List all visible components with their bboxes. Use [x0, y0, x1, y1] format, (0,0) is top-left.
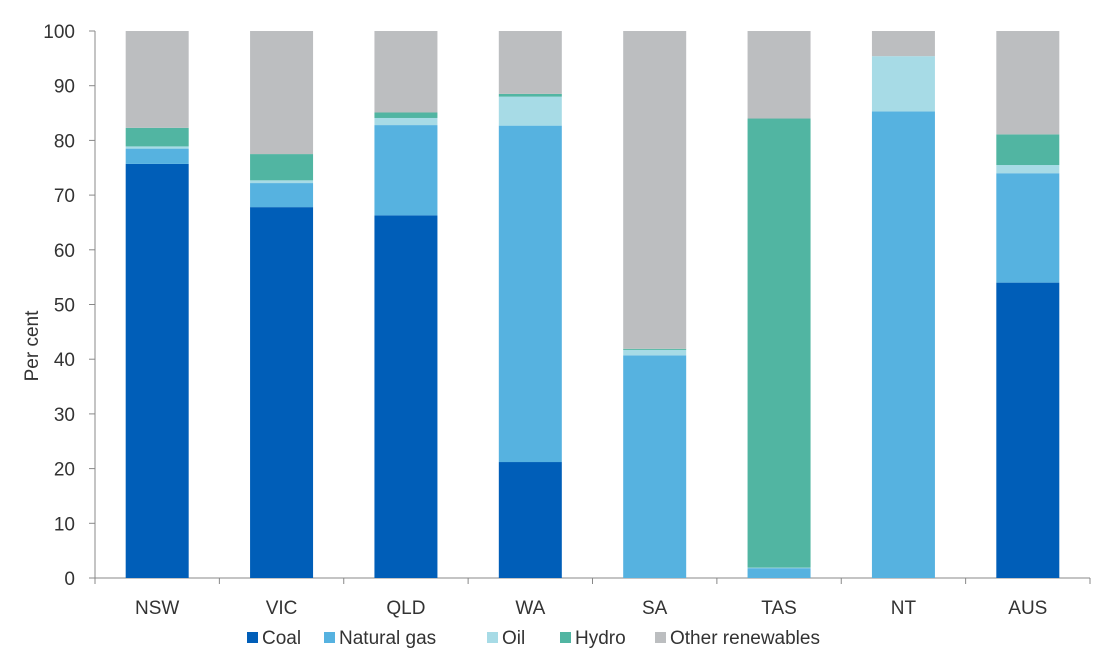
bar-segment-oil-qld: [374, 117, 438, 126]
legend-swatch-coal: [247, 632, 258, 643]
y-tick-label: 70: [54, 186, 75, 207]
bar-segment-natural-gas-tas: [747, 568, 811, 578]
bar-segment-natural-gas-aus: [996, 173, 1060, 283]
y-axis: 0 10 20 30 40 50 60 70 80 90 100: [43, 22, 96, 590]
legend-swatch-oil: [487, 632, 498, 643]
bar-segment-hydro-qld: [374, 112, 438, 118]
x-axis: NSW VIC QLD WA SA TAS NT AUS: [94, 577, 1091, 619]
x-tick-label: NT: [891, 598, 917, 619]
x-tick-label: NSW: [135, 598, 179, 619]
bar-segment-hydro-tas: [747, 118, 811, 568]
y-tick-label: 80: [54, 131, 75, 152]
legend-label: Oil: [502, 628, 525, 649]
bar-segment-other-renewables-sa: [623, 31, 687, 349]
y-axis-title: Per cent: [22, 310, 43, 381]
bar-segment-hydro-aus: [996, 134, 1060, 166]
bar-segment-coal-aus: [996, 282, 1060, 578]
legend: Coal Natural gas Oil Hydro Other renewables: [247, 628, 820, 649]
bar-segment-other-renewables-aus: [996, 31, 1060, 135]
x-tick-label: TAS: [761, 598, 797, 619]
bar-segment-other-renewables-nt: [871, 31, 935, 57]
y-tick-label: 60: [54, 241, 75, 262]
legend-swatch-other-renewables: [655, 632, 666, 643]
bar-segment-oil-nt: [871, 56, 935, 112]
bar-segment-natural-gas-nt: [871, 111, 935, 578]
bar-segment-other-renewables-nsw: [125, 31, 189, 128]
y-tick-label: 90: [54, 77, 75, 98]
bar-segment-oil-sa: [623, 349, 687, 356]
bars: [125, 31, 1060, 579]
bar-segment-oil-wa: [498, 96, 562, 126]
bar-segment-hydro-wa: [498, 93, 562, 97]
bar-segment-natural-gas-qld: [374, 125, 438, 216]
bar-segment-oil-tas: [747, 567, 811, 569]
x-tick-label: SA: [642, 598, 668, 619]
bar-segment-natural-gas-nsw: [125, 148, 189, 164]
y-tick-label: 50: [54, 296, 75, 317]
bar-segment-coal-qld: [374, 215, 438, 579]
bar-segment-oil-nsw: [125, 146, 189, 149]
bar-segment-hydro-nsw: [125, 127, 189, 147]
y-tick-label: 40: [54, 350, 75, 371]
bar-segment-hydro-sa: [623, 348, 687, 350]
y-tick-label: 20: [54, 460, 75, 481]
y-tick-label: 30: [54, 405, 75, 426]
bar-segment-other-renewables-wa: [498, 31, 562, 94]
bar-segment-other-renewables-qld: [374, 31, 438, 113]
legend-swatch-hydro: [560, 632, 571, 643]
legend-label: Hydro: [575, 628, 626, 649]
bar-segment-coal-vic: [250, 207, 314, 578]
bar-segment-coal-wa: [498, 462, 562, 578]
y-tick-label: 100: [43, 22, 75, 43]
legend-label: Coal: [262, 628, 301, 649]
bar-segment-coal-nsw: [125, 163, 189, 578]
bar-segment-oil-vic: [250, 180, 314, 184]
bar-segment-natural-gas-wa: [498, 125, 562, 463]
legend-label: Other renewables: [670, 628, 820, 649]
bar-segment-other-renewables-vic: [250, 31, 314, 155]
y-tick-label: 0: [64, 569, 75, 590]
legend-swatch-natural-gas: [324, 632, 335, 643]
bar-segment-natural-gas-sa: [623, 355, 687, 578]
x-tick-label: WA: [515, 598, 545, 619]
bar-segment-natural-gas-vic: [250, 183, 314, 208]
bar-segment-oil-aus: [996, 165, 1060, 174]
legend-label: Natural gas: [339, 628, 436, 649]
y-tick-label: 10: [54, 514, 75, 535]
x-tick-label: AUS: [1008, 598, 1047, 619]
bar-segment-other-renewables-tas: [747, 31, 811, 119]
x-tick-label: QLD: [386, 598, 425, 619]
x-tick-label: VIC: [266, 598, 298, 619]
bar-segment-hydro-vic: [250, 154, 314, 181]
